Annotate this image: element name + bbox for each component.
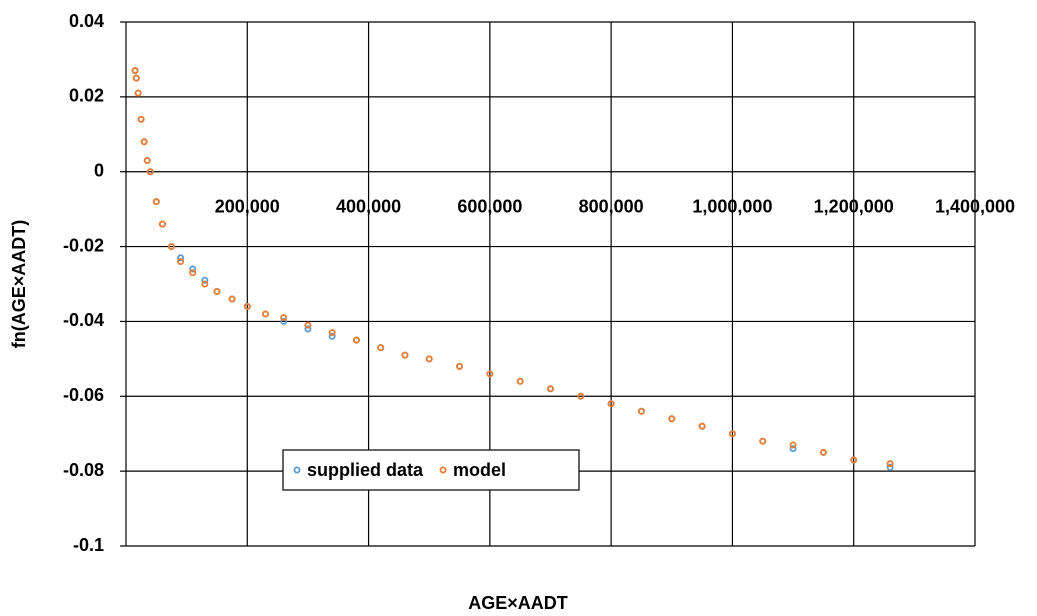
y-tick-label: -0.1 xyxy=(73,535,104,555)
legend-marker xyxy=(439,466,447,474)
legend-marker xyxy=(293,466,301,474)
y-tick-label: 0 xyxy=(94,160,104,180)
data-point xyxy=(425,355,433,363)
data-point xyxy=(789,441,797,449)
data-point xyxy=(637,407,645,415)
data-point xyxy=(213,287,221,295)
data-point xyxy=(377,344,385,352)
data-point xyxy=(280,314,288,322)
legend-label: supplied data xyxy=(307,460,424,480)
data-point xyxy=(167,243,175,251)
x-axis-title: AGE×AADT xyxy=(468,593,568,613)
y-tick-label: -0.02 xyxy=(63,235,104,255)
data-point xyxy=(789,445,797,453)
y-tick-label: 0.04 xyxy=(69,11,104,31)
data-point xyxy=(140,138,148,146)
y-tick-label: 0.02 xyxy=(69,86,104,106)
data-point xyxy=(137,115,145,123)
y-tick-label: -0.04 xyxy=(63,310,104,330)
data-point xyxy=(456,362,464,370)
data-point xyxy=(158,220,166,228)
data-point xyxy=(177,254,185,262)
data-point xyxy=(668,415,676,423)
data-point xyxy=(577,392,585,400)
data-point xyxy=(698,422,706,430)
data-point xyxy=(146,168,154,176)
data-point xyxy=(143,156,151,164)
data-point xyxy=(401,351,409,359)
y-tick-label: -0.06 xyxy=(63,385,104,405)
y-tick-label: -0.08 xyxy=(63,460,104,480)
data-point xyxy=(607,400,615,408)
data-point xyxy=(886,463,894,471)
data-point xyxy=(547,385,555,393)
data-point xyxy=(243,302,251,310)
data-point xyxy=(328,332,336,340)
data-point xyxy=(134,89,142,97)
data-point xyxy=(304,325,312,333)
data-point xyxy=(201,280,209,288)
data-point xyxy=(819,448,827,456)
data-point xyxy=(189,265,197,273)
y-axis-title: fn(AGE×AADT) xyxy=(9,220,29,349)
data-point xyxy=(280,317,288,325)
data-point xyxy=(516,377,524,385)
data-point xyxy=(261,310,269,318)
data-point xyxy=(328,329,336,337)
data-point xyxy=(728,430,736,438)
data-point xyxy=(131,67,139,75)
data-point xyxy=(886,460,894,468)
legend-label: model xyxy=(453,460,506,480)
data-point xyxy=(189,269,197,277)
data-point xyxy=(850,456,858,464)
data-point xyxy=(177,258,185,266)
data-point xyxy=(228,295,236,303)
data-point xyxy=(352,336,360,344)
data-point xyxy=(304,321,312,329)
legend-box xyxy=(282,449,580,491)
data-point xyxy=(486,370,494,378)
data-point xyxy=(759,437,767,445)
data-point xyxy=(132,74,140,82)
data-point xyxy=(201,276,209,284)
data-point xyxy=(152,198,160,206)
